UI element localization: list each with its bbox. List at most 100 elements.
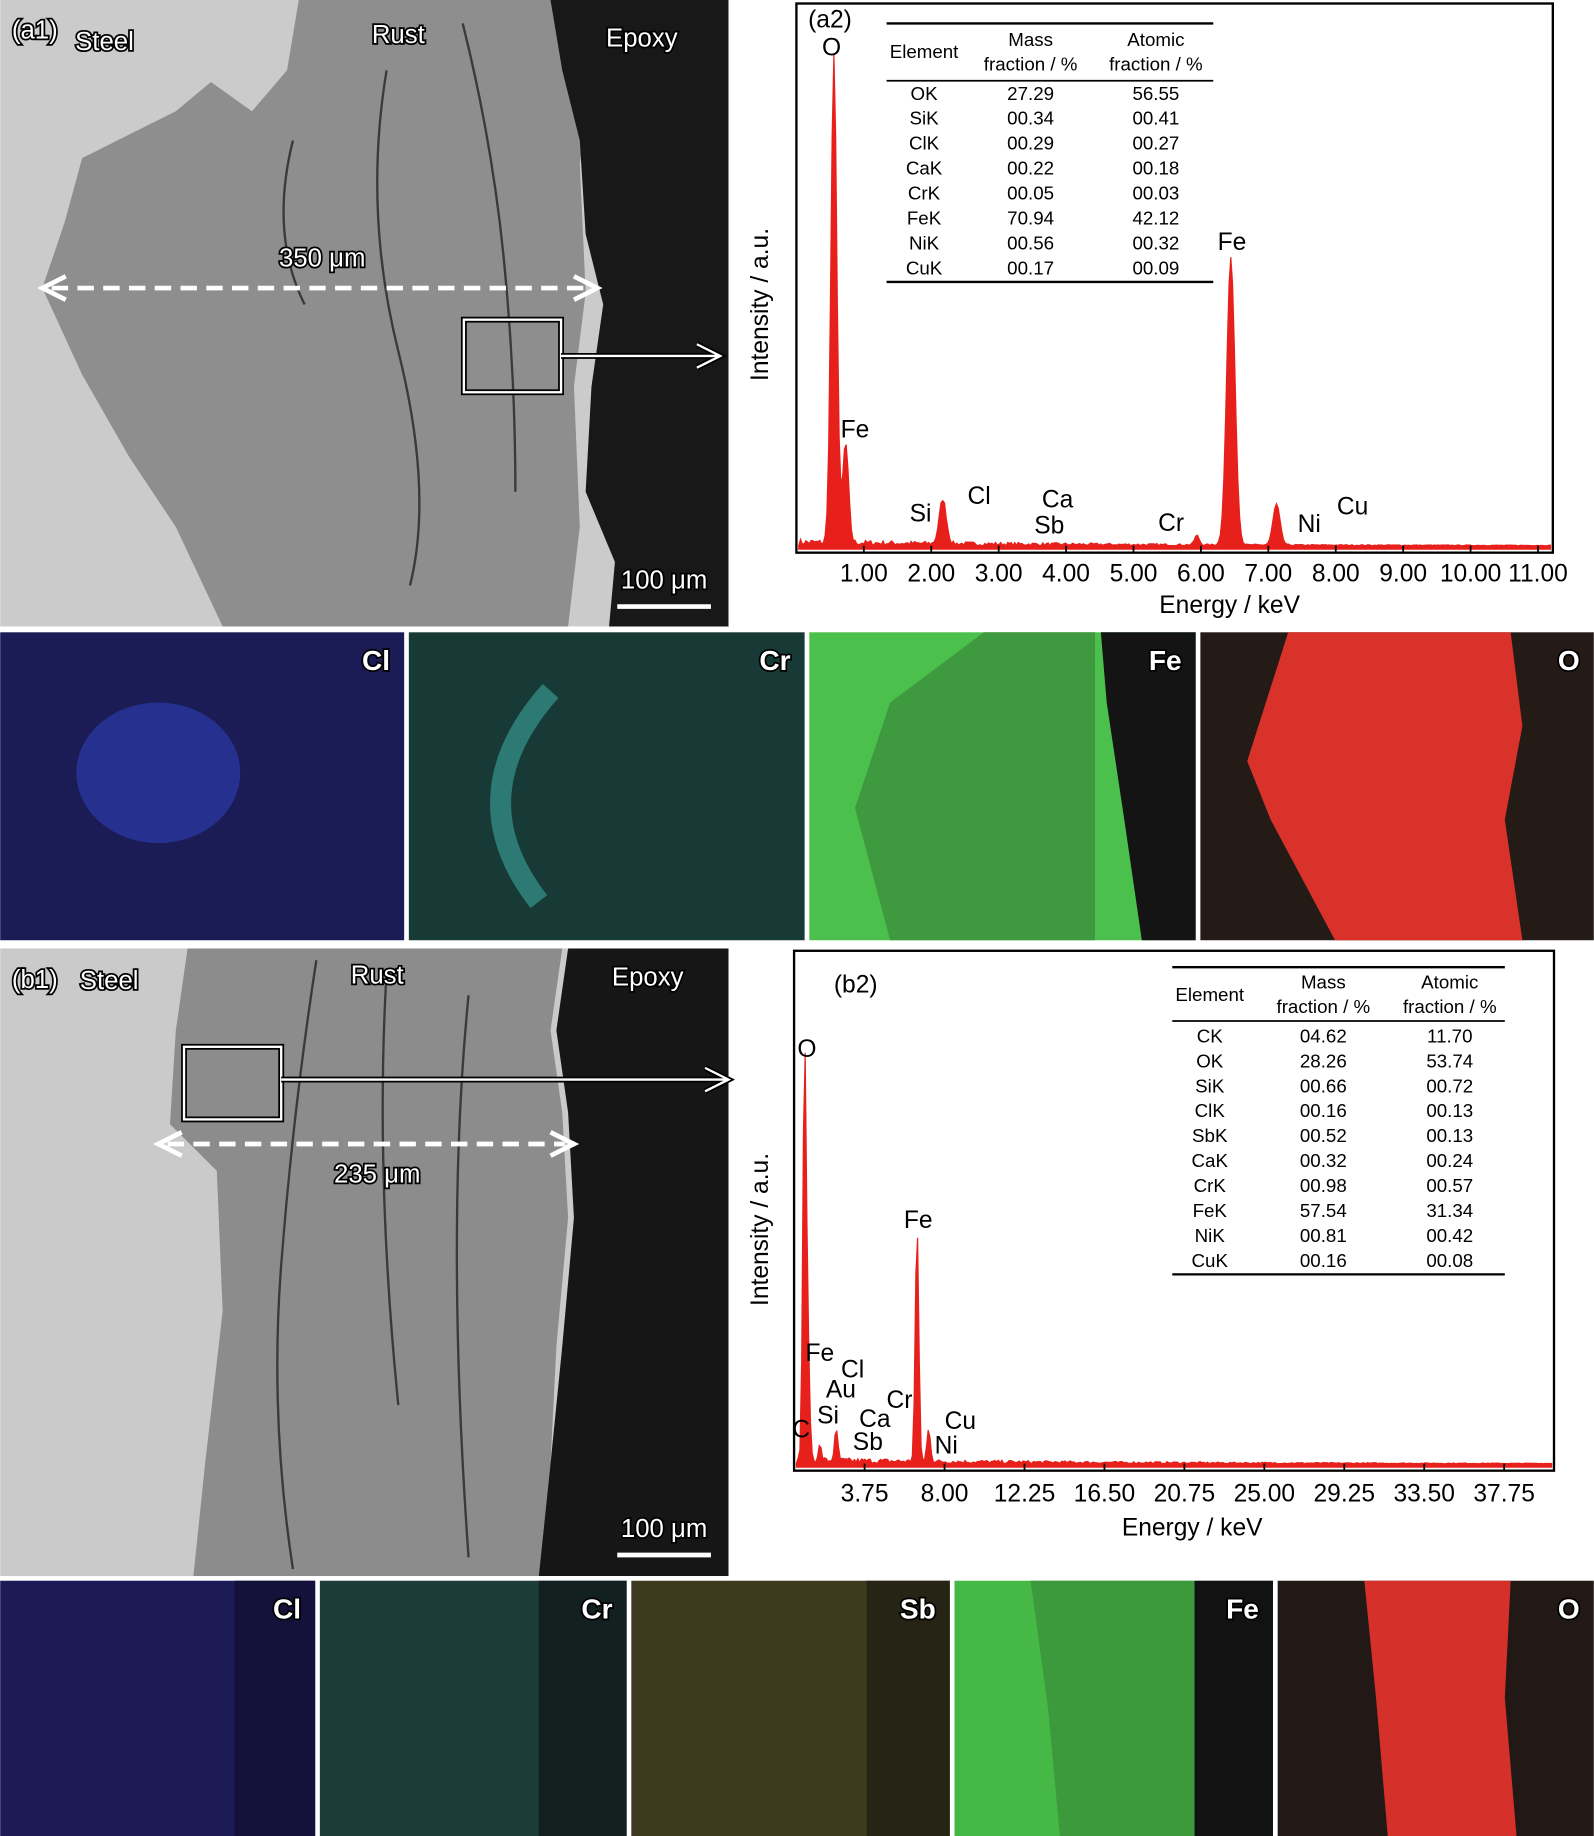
table-cell: 00.17 [1007,257,1054,278]
table-cell: 00.56 [1007,232,1054,253]
x-axis-label: Energy / keV [1159,592,1300,619]
thickness-label: 350 μm [279,245,365,273]
x-tick-label: 12.25 [994,1481,1056,1508]
epoxy [550,0,729,627]
x-tick-label: 29.25 [1314,1481,1376,1508]
scale-label: 100 μm [621,1515,707,1543]
rust [169,948,569,1577]
maps-a [0,632,1594,941]
table-cell: FeK [907,208,942,229]
table-cell: 00.18 [1132,158,1179,179]
table-cell: 00.57 [1426,1175,1473,1196]
table-cell: 53.74 [1426,1050,1473,1071]
table-cell: 00.13 [1426,1125,1473,1146]
table-cell: CuK [1192,1250,1229,1271]
spectrum [798,53,1552,550]
table-cell: 00.08 [1426,1250,1473,1271]
map-region [1247,632,1523,941]
arrowhead [153,1130,580,1158]
table-cell: 00.98 [1300,1175,1347,1196]
x-axis-label: Energy / keV [1122,1515,1263,1542]
map-region [234,1580,316,1836]
map-region [1194,1580,1273,1836]
peak-label: O [822,35,841,62]
y-axis-label: Intensity / a.u. [747,1153,774,1306]
x-tick-label: 37.75 [1473,1481,1535,1508]
map-blob [76,702,241,844]
table-header: Atomic [1127,29,1184,50]
map-label: Cr [759,645,790,676]
map-label: O [1558,1594,1580,1625]
table-cell: 00.16 [1300,1100,1347,1121]
table-cell: 11.70 [1427,1025,1472,1046]
peak-label: Cr [1158,510,1184,537]
map-label: Cl [362,645,390,676]
table-header: Atomic [1421,972,1478,993]
table-cell: SbK [1192,1125,1228,1146]
maps-b [0,1580,1594,1836]
peak-label: O [797,1036,816,1063]
region-label: Steel [75,28,134,56]
peak-label: Cr [886,1387,912,1414]
table-cell: 28.26 [1300,1050,1347,1071]
map-region [866,1580,950,1836]
peak-label: Ni [935,1433,958,1460]
table-cell: 00.66 [1300,1075,1347,1096]
panel-label: (a2) [808,7,852,34]
epoxy [538,948,729,1577]
table-cell: OK [1196,1050,1224,1071]
map-label: Cl [273,1594,301,1625]
table-cell: 04.62 [1300,1025,1347,1046]
x-tick-label: 8.00 [1312,560,1360,587]
map-region [1364,1580,1517,1836]
table-cell: FeK [1193,1200,1228,1221]
peak-label: Sb [853,1429,883,1456]
table-cell: 00.32 [1300,1150,1347,1171]
x-tick-label: 4.00 [1042,560,1090,587]
map-region [1030,1580,1195,1836]
map-label: Fe [1149,645,1182,676]
rust [42,0,610,627]
map-region [854,632,1095,941]
table-cell: 42.12 [1132,208,1179,229]
table-header: fraction / % [1277,996,1371,1017]
table-cell: ClK [1195,1100,1226,1121]
table-cell: SiK [909,108,939,129]
table-cell: 31.34 [1426,1200,1473,1221]
map-region [1100,632,1196,941]
map-region [538,1580,627,1836]
peak-label: Fe [904,1207,933,1234]
region-label: Rust [351,961,404,989]
table-header: fraction / % [1403,996,1497,1017]
peak-label: Si [817,1402,839,1429]
table-cell: 00.13 [1426,1100,1473,1121]
table-cell: 00.32 [1132,232,1179,253]
table-cell: NiK [909,232,940,253]
panel-label: (b2) [834,971,878,998]
y-axis-label: Intensity / a.u. [747,228,774,381]
region-label: Steel [80,967,139,995]
spectrum [795,1052,1553,1468]
x-tick-label: 3.00 [975,560,1023,587]
table-cell: 00.29 [1007,133,1054,154]
table-cell: 00.24 [1426,1150,1473,1171]
panel-label: (a1) [12,16,58,44]
arrow [561,343,723,369]
table-cell: 00.34 [1007,108,1054,129]
roi-box [182,1045,283,1121]
table-cell: ClK [909,133,940,154]
table-header: Mass [1008,29,1053,50]
scale-label: 100 μm [621,567,707,595]
plot-frame [792,949,1556,1472]
table-cell: OK [911,83,939,104]
table-cell: CrK [1194,1175,1227,1196]
peak-label: Cl [841,1357,864,1384]
table-cell: 00.72 [1426,1075,1473,1096]
region-label: Epoxy [606,25,678,53]
table-cell: CrK [908,183,941,204]
peak-label: Sb [1034,512,1064,539]
peak-label: Fe [805,1340,834,1367]
table-cell: 00.42 [1426,1225,1473,1246]
map-label: Fe [1226,1594,1259,1625]
